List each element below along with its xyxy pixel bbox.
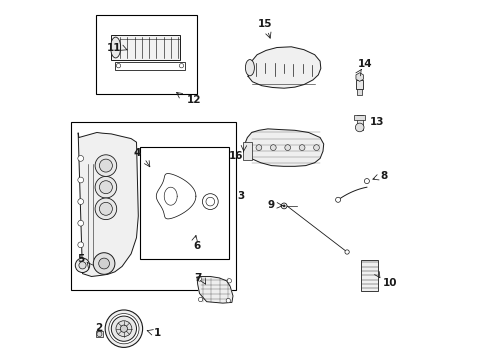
- Circle shape: [78, 242, 83, 248]
- Text: 8: 8: [380, 171, 387, 181]
- Circle shape: [95, 176, 117, 198]
- Circle shape: [99, 258, 109, 269]
- Circle shape: [284, 145, 290, 150]
- Circle shape: [344, 250, 348, 254]
- Bar: [361, 260, 378, 291]
- Circle shape: [283, 205, 285, 207]
- Text: 3: 3: [237, 191, 244, 201]
- Circle shape: [75, 258, 89, 273]
- Circle shape: [78, 199, 83, 204]
- Text: 10: 10: [382, 278, 397, 288]
- Circle shape: [78, 220, 83, 226]
- Bar: [111, 35, 179, 60]
- Text: 1: 1: [153, 328, 161, 338]
- Circle shape: [105, 310, 142, 347]
- Bar: [140, 147, 229, 259]
- Circle shape: [99, 202, 112, 215]
- Text: 14: 14: [357, 59, 371, 69]
- Text: 2: 2: [95, 323, 102, 333]
- Text: 13: 13: [369, 117, 384, 127]
- Circle shape: [116, 321, 132, 337]
- Circle shape: [99, 159, 112, 172]
- Circle shape: [97, 332, 102, 337]
- Text: 5: 5: [77, 254, 84, 264]
- Bar: [242, 142, 251, 160]
- Text: 7: 7: [194, 273, 202, 283]
- Ellipse shape: [245, 59, 254, 76]
- Text: 6: 6: [193, 241, 200, 251]
- Bar: [356, 115, 362, 130]
- Circle shape: [99, 181, 112, 194]
- Bar: [96, 15, 197, 94]
- Circle shape: [202, 194, 218, 210]
- Circle shape: [355, 123, 363, 132]
- Circle shape: [93, 253, 115, 274]
- Circle shape: [205, 197, 214, 206]
- Polygon shape: [247, 47, 320, 88]
- Text: 9: 9: [267, 200, 274, 210]
- Circle shape: [198, 297, 203, 302]
- Circle shape: [78, 177, 83, 183]
- Polygon shape: [197, 276, 232, 303]
- Circle shape: [120, 325, 127, 332]
- Polygon shape: [244, 129, 323, 166]
- Circle shape: [364, 179, 368, 184]
- Polygon shape: [78, 132, 138, 276]
- Text: 11: 11: [107, 42, 121, 53]
- Circle shape: [281, 203, 286, 209]
- Text: 15: 15: [258, 19, 272, 30]
- Circle shape: [95, 155, 117, 176]
- Circle shape: [108, 314, 139, 344]
- Circle shape: [197, 277, 201, 281]
- Bar: [115, 62, 185, 70]
- Circle shape: [116, 63, 121, 68]
- Circle shape: [78, 156, 83, 161]
- Circle shape: [270, 145, 276, 150]
- Circle shape: [313, 145, 319, 150]
- Circle shape: [95, 198, 117, 220]
- Circle shape: [179, 63, 183, 68]
- Text: 12: 12: [186, 95, 201, 105]
- Circle shape: [299, 145, 305, 150]
- Circle shape: [225, 298, 230, 303]
- Bar: [356, 89, 362, 95]
- Bar: [96, 331, 102, 337]
- Circle shape: [111, 316, 136, 341]
- Circle shape: [79, 262, 86, 269]
- Ellipse shape: [110, 37, 121, 58]
- Circle shape: [256, 145, 261, 150]
- Bar: [354, 115, 365, 120]
- Circle shape: [227, 279, 231, 283]
- Circle shape: [335, 197, 340, 202]
- Text: 4: 4: [133, 148, 141, 158]
- Text: 16: 16: [228, 150, 243, 161]
- Bar: [71, 122, 235, 290]
- Bar: [355, 80, 363, 89]
